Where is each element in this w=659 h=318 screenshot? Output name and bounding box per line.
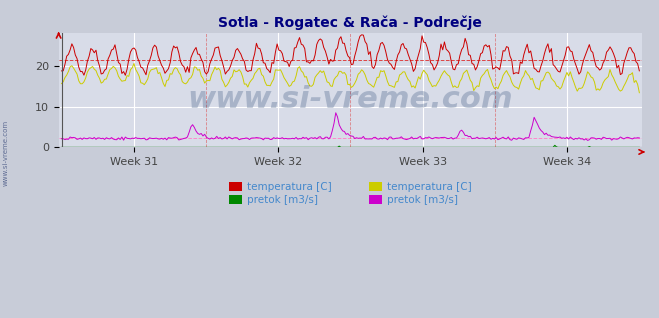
Title: Sotla - Rogatec & Rača - Podrečje: Sotla - Rogatec & Rača - Podrečje (219, 15, 482, 30)
Text: www.si-vreme.com: www.si-vreme.com (2, 120, 9, 186)
Legend: temperatura [C], pretok [m3/s]: temperatura [C], pretok [m3/s] (369, 182, 472, 205)
Text: www.si-vreme.com: www.si-vreme.com (188, 85, 513, 114)
